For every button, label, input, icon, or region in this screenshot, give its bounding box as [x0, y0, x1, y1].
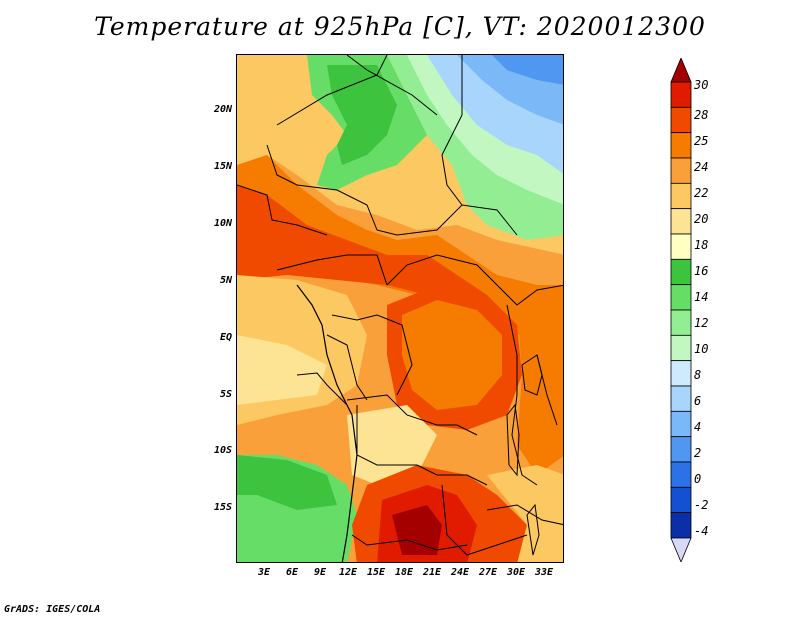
map-title: Temperature at 925hPa [C], VT: 202001230…: [94, 12, 706, 41]
colorbar: [670, 58, 692, 562]
colorbar-label-22: 22: [694, 186, 709, 200]
lat-tick-5s: 5S: [219, 389, 232, 400]
lon-tick-24e: 24E: [450, 567, 470, 578]
lon-tick-18e: 18E: [394, 567, 414, 578]
lat-tick-15s: 15S: [213, 502, 232, 513]
colorbar-label-28: 28: [694, 108, 709, 122]
colorbar-label-18: 18: [694, 238, 709, 252]
colorbar-segment: [670, 157, 692, 184]
colorbar-label-16: 16: [694, 264, 709, 278]
colorbar-label-neg2: -2: [694, 498, 709, 512]
colorbar-segment: [670, 461, 692, 488]
lon-tick-15e: 15E: [366, 567, 386, 578]
temperature-field: [237, 55, 563, 562]
colorbar-label-20: 20: [694, 212, 709, 226]
colorbar-segment: [670, 410, 692, 438]
colorbar-label-10: 10: [694, 342, 709, 356]
lat-tick-eq: EQ: [219, 332, 232, 343]
colorbar-segment: [670, 486, 692, 514]
colorbar-label-12: 12: [694, 316, 709, 330]
colorbar-label-0: 0: [694, 472, 702, 486]
colorbar-segment: [670, 512, 692, 539]
lon-tick-21e: 21E: [422, 567, 442, 578]
colorbar-segment: [670, 81, 692, 108]
colorbar-label-30: 30: [694, 78, 709, 92]
lon-tick-3e: 3E: [257, 567, 271, 578]
lon-tick-33e: 33E: [534, 567, 554, 578]
colorbar-label-25: 25: [694, 134, 709, 148]
colorbar-segment: [670, 385, 692, 412]
lat-tick-5n: 5N: [219, 275, 232, 286]
colorbar-label-6: 6: [694, 394, 702, 408]
colorbar-segment: [670, 334, 692, 362]
colorbar-segment: [670, 258, 692, 286]
credit-text: GrADS: IGES/COLA: [4, 604, 101, 615]
lon-tick-9e: 9E: [313, 567, 327, 578]
colorbar-segment: [670, 360, 692, 387]
colorbar-label-4: 4: [694, 420, 702, 434]
colorbar-label-24: 24: [694, 160, 709, 174]
colorbar-top-arrow: [670, 58, 692, 83]
colorbar-segment: [670, 436, 692, 463]
lon-tick-6e: 6E: [285, 567, 299, 578]
colorbar-segment: [670, 208, 692, 235]
lat-tick-15n: 15N: [213, 161, 232, 172]
colorbar-segment: [670, 309, 692, 336]
lat-tick-10n: 10N: [213, 218, 232, 229]
colorbar-label-14: 14: [694, 290, 709, 304]
temperature-map: [236, 54, 564, 563]
lat-tick-10s: 10S: [213, 445, 232, 456]
colorbar-segment: [670, 284, 692, 311]
colorbar-bottom-arrow: [670, 537, 692, 562]
lon-tick-12e: 12E: [338, 567, 358, 578]
lon-tick-27e: 27E: [478, 567, 498, 578]
colorbar-segment: [670, 233, 692, 260]
colorbar-label-8: 8: [694, 368, 702, 382]
colorbar-segment: [670, 106, 692, 134]
colorbar-segment: [670, 132, 692, 159]
colorbar-label-neg4: -4: [694, 524, 709, 538]
colorbar-segment: [670, 182, 692, 210]
lon-tick-30e: 30E: [506, 567, 526, 578]
lat-tick-20n: 20N: [213, 104, 232, 115]
colorbar-label-2: 2: [694, 446, 702, 460]
